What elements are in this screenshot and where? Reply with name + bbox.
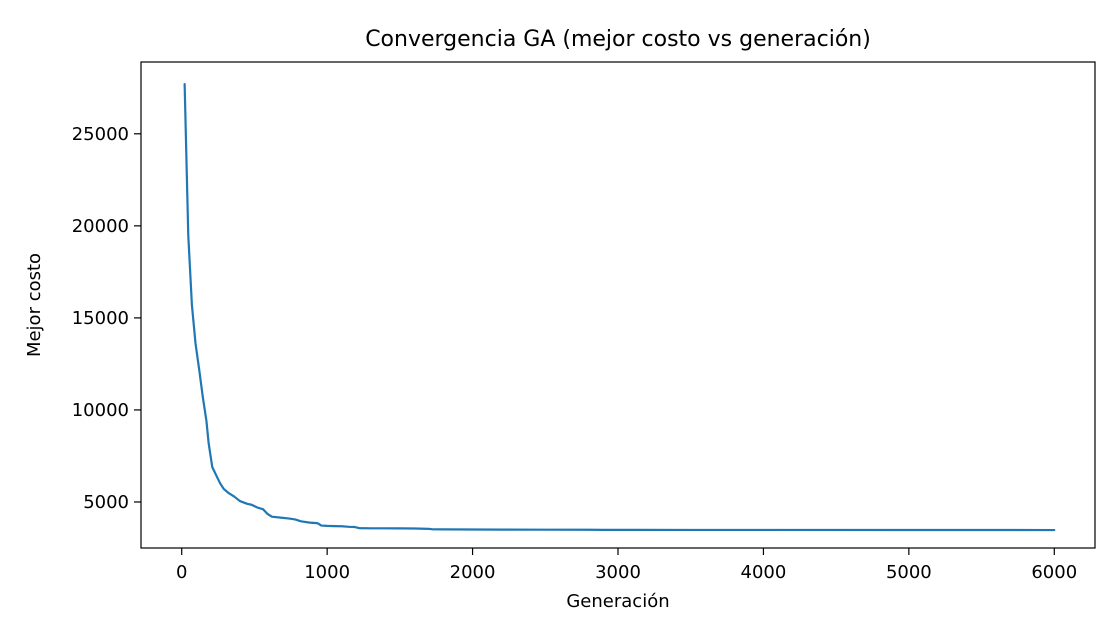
x-axis-ticks: 0 1000 2000 3000 4000 5000 6000: [176, 548, 1077, 583]
x-tick-label: 2000: [450, 562, 496, 583]
y-axis-ticks: 5000 10000 15000 20000 25000: [72, 124, 141, 513]
y-tick-label: 15000: [72, 308, 129, 329]
x-tick-label: 5000: [886, 562, 932, 583]
chart-title: Convergencia GA (mejor costo vs generaci…: [365, 27, 871, 52]
y-tick-label: 20000: [72, 216, 129, 237]
x-axis-label: Generación: [566, 591, 669, 612]
x-tick-label: 3000: [595, 562, 641, 583]
series-line: [183, 82, 1056, 532]
x-tick-label: 0: [176, 562, 187, 583]
y-tick-label: 25000: [72, 124, 129, 145]
y-tick-label: 5000: [83, 492, 129, 513]
y-axis-label: Mejor costo: [24, 253, 45, 357]
x-tick-label: 6000: [1031, 562, 1077, 583]
y-tick-label: 10000: [72, 400, 129, 421]
x-tick-label: 1000: [304, 562, 350, 583]
plot-frame: [140, 61, 1096, 549]
x-tick-label: 4000: [741, 562, 787, 583]
